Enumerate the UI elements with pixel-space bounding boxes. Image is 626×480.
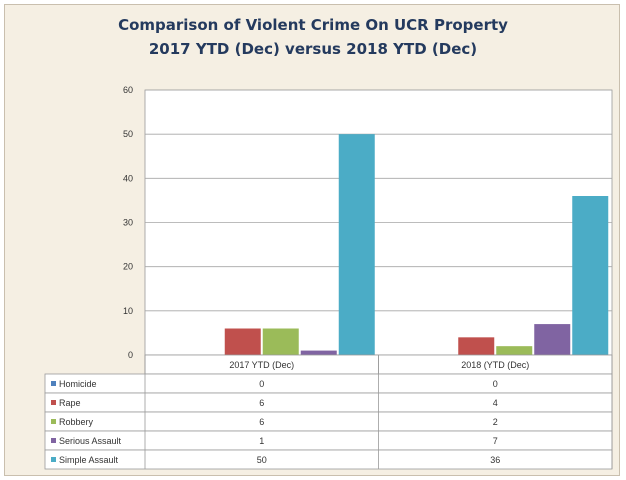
- data-label: 0: [259, 379, 264, 389]
- table-row: [44, 430, 613, 451]
- data-label: 36: [490, 455, 500, 465]
- table-row: [44, 411, 613, 432]
- data-label: 0: [493, 379, 498, 389]
- table-row: [44, 373, 613, 394]
- legend-key: [51, 400, 56, 405]
- bar-serious-assault: [300, 350, 337, 355]
- data-label: 7: [493, 436, 498, 446]
- data-label: 6: [259, 417, 264, 427]
- data-label: 4: [493, 398, 498, 408]
- legend-label: Serious Assault: [59, 436, 122, 446]
- legend-label: Simple Assault: [59, 455, 119, 465]
- bar-simple-assault: [338, 134, 375, 355]
- table-row: [44, 392, 613, 413]
- legend-key: [51, 419, 56, 424]
- bar-robbery: [262, 328, 299, 355]
- data-label: 6: [259, 398, 264, 408]
- legend-key: [51, 438, 56, 443]
- chart-subtitle: 2017 YTD (Dec) versus 2018 YTD (Dec): [148, 40, 478, 58]
- x-category-label: 2017 YTD (Dec): [229, 360, 294, 370]
- table-row: [44, 449, 613, 470]
- bar-robbery: [496, 346, 533, 355]
- y-tick-label: 30: [123, 218, 133, 228]
- bar-simple-assault: [572, 196, 609, 355]
- y-tick-label: 10: [123, 306, 133, 316]
- y-tick-label: 60: [123, 85, 133, 95]
- bar-rape: [224, 328, 261, 355]
- legend-key: [51, 381, 56, 386]
- data-label: 2: [493, 417, 498, 427]
- legend-key: [51, 457, 56, 462]
- legend-label: Robbery: [59, 417, 94, 427]
- bar-rape: [458, 337, 495, 355]
- data-label: 50: [257, 455, 267, 465]
- y-tick-label: 50: [123, 129, 133, 139]
- x-category-label: 2018 (YTD (Dec): [461, 360, 529, 370]
- data-label: 1: [259, 436, 264, 446]
- y-tick-label: 20: [123, 262, 133, 272]
- legend-label: Rape: [59, 398, 81, 408]
- chart-title: Comparison of Violent Crime On UCR Prope…: [118, 16, 508, 34]
- y-tick-label: 0: [128, 350, 133, 360]
- y-tick-label: 40: [123, 173, 133, 183]
- bar-serious-assault: [534, 324, 571, 355]
- legend-label: Homicide: [59, 379, 97, 389]
